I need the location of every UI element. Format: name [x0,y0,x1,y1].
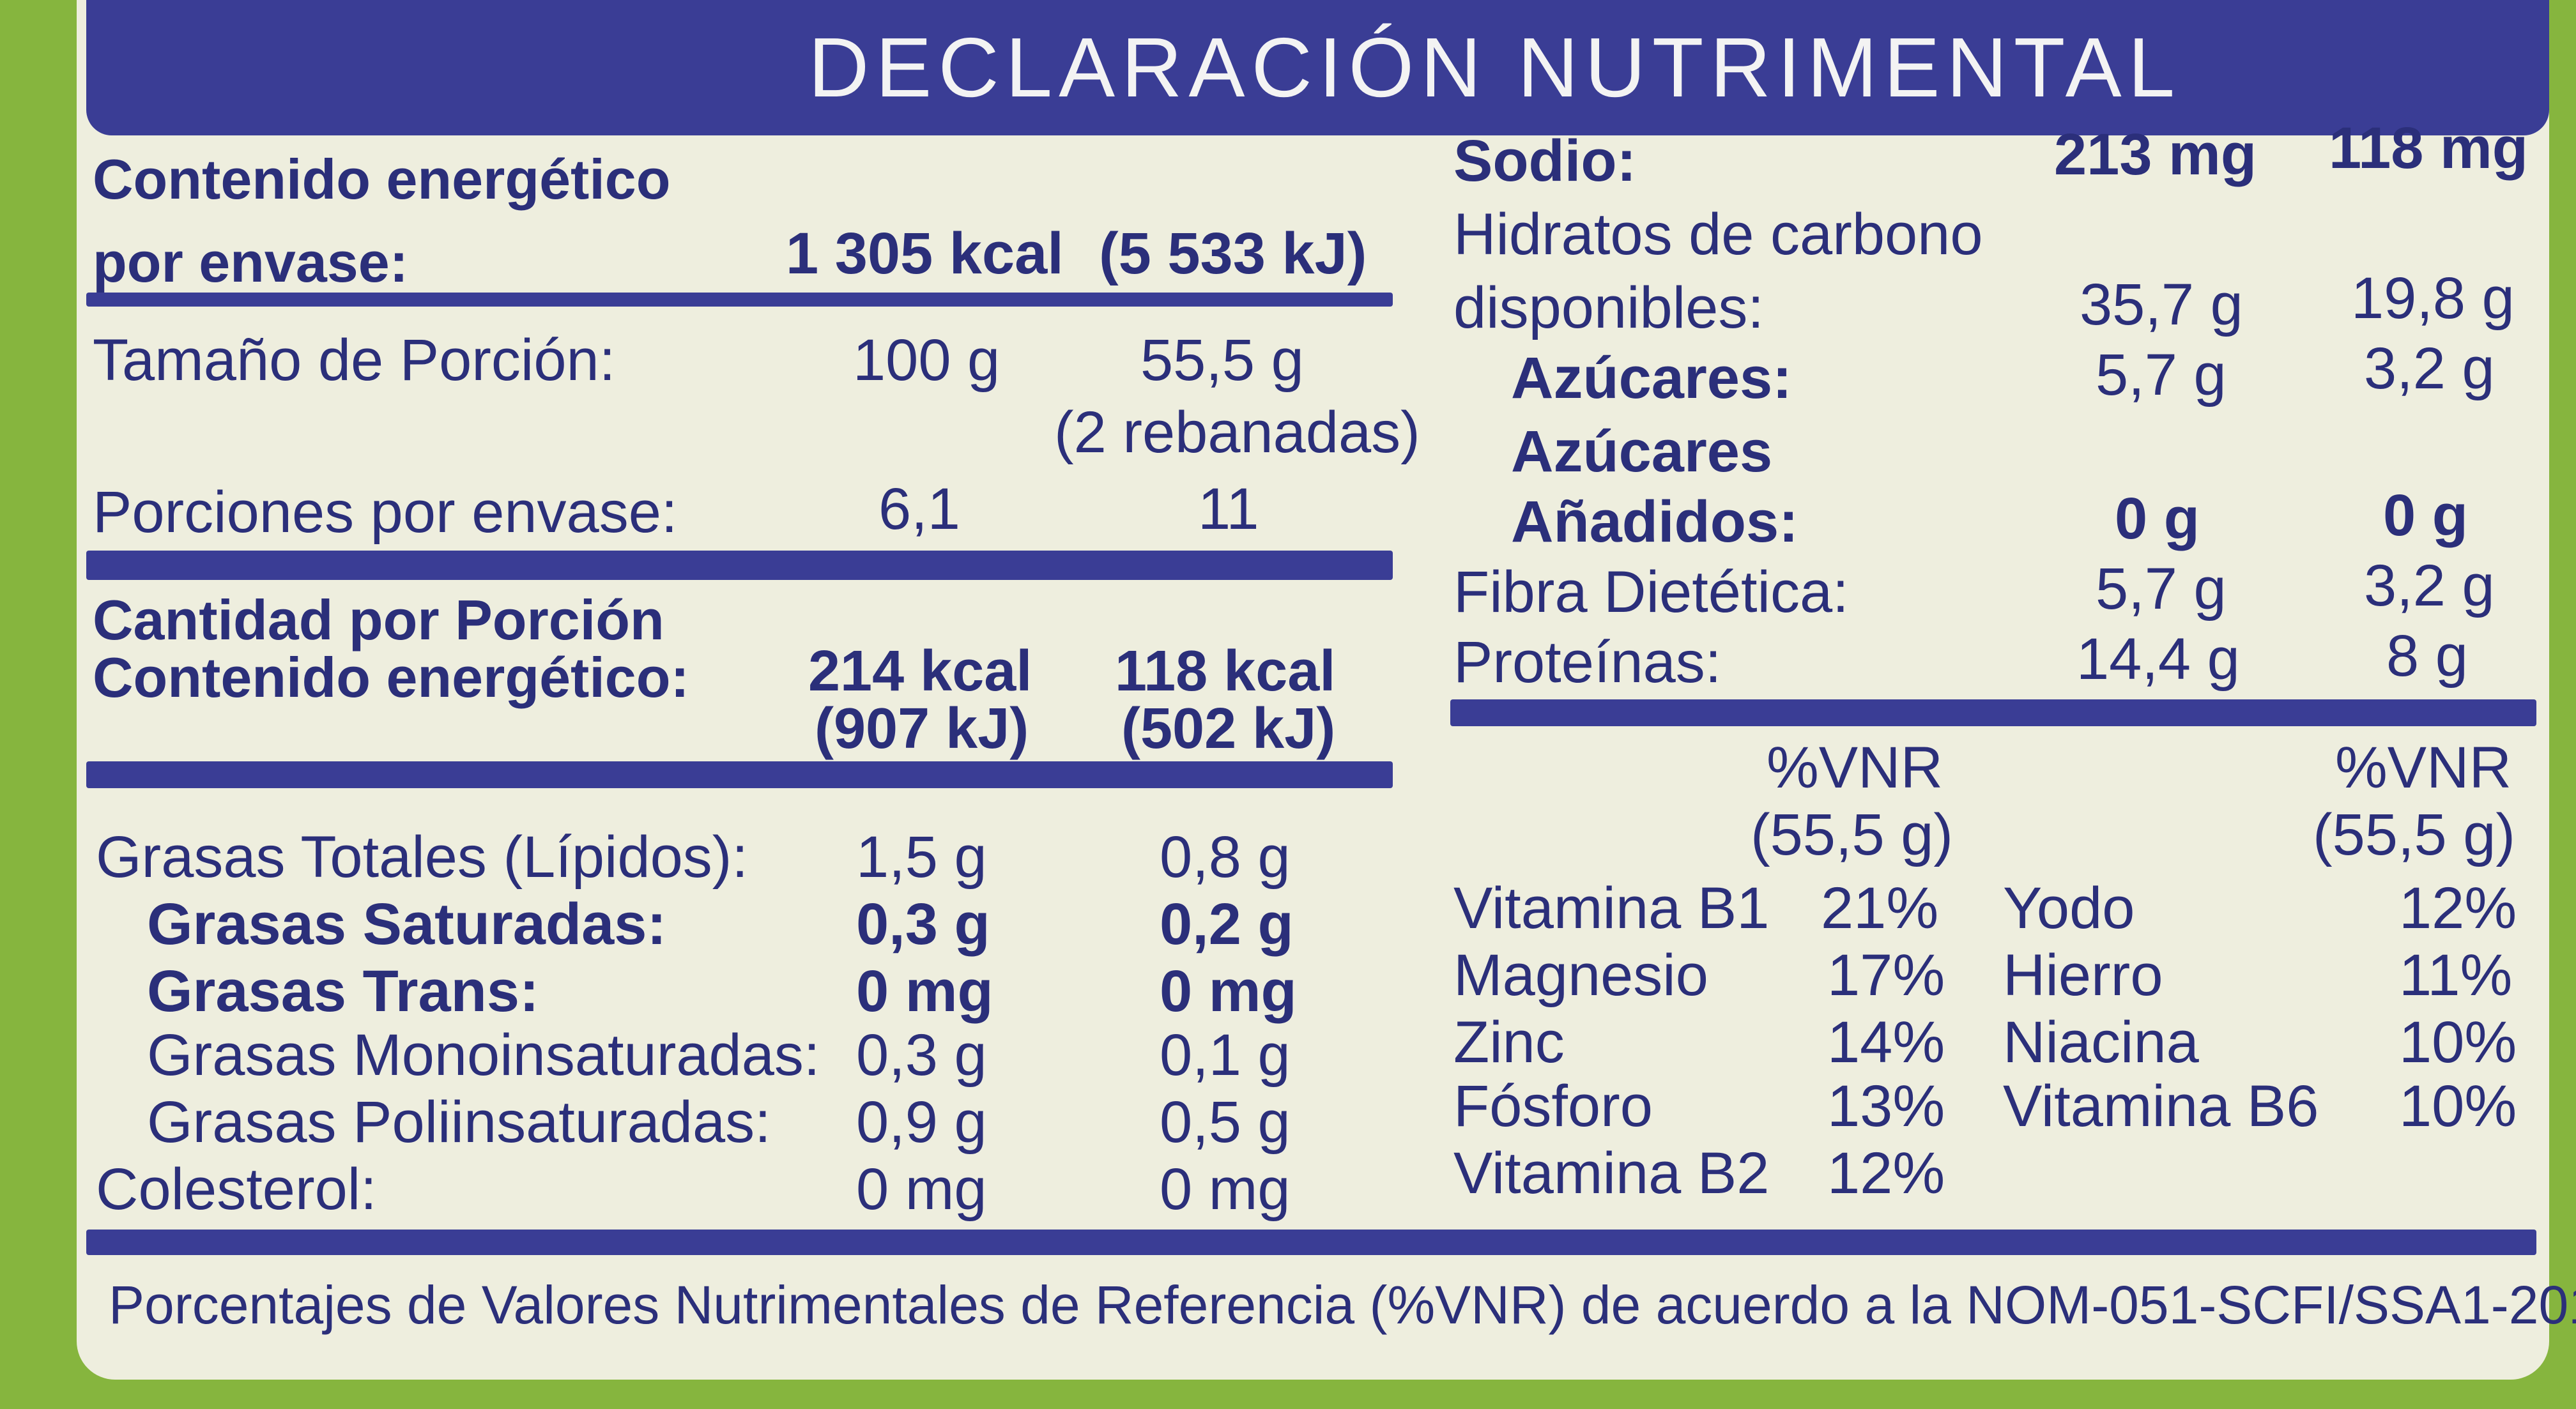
protein-label: Proteínas: [1453,630,1722,695]
divider-thick [86,551,1393,580]
vitamin-pct: 13% [1827,1074,1945,1139]
energy-100g-kj: (907 kJ) [815,697,1029,761]
vitamin-name: Hierro [2003,943,2163,1008]
fat-row-portion: 0,1 g [1160,1023,1291,1088]
page-title: DECLARACIÓN NUTRIMENTAL [808,20,2182,114]
vnr-subheader-right: (55,5 g) [2313,802,2516,867]
fiber-portion: 3,2 g [2364,553,2495,618]
footer-note: Porcentajes de Valores Nutrimentales de … [109,1275,2576,1335]
carbs-label-1: Hidratos de carbono [1453,202,1983,267]
protein-portion: 8 g [2386,623,2468,689]
vitamin-name: Fósforo [1453,1074,1653,1139]
fat-row-label: Grasas Totales (Lípidos): [96,825,748,890]
title-banner: DECLARACIÓN NUTRIMENTAL [86,0,2549,135]
sugars-portion: 3,2 g [2364,336,2495,401]
fat-row-portion: 0 mg [1160,959,1297,1024]
vitamin-pct: 11% [2399,943,2513,1008]
added-sugars-label-2: Añadidos: [1511,489,1798,554]
fat-row-100g: 0 mg [856,1157,987,1222]
carbs-label-2: disponibles: [1453,275,1764,340]
fat-row-100g: 0,9 g [856,1090,987,1155]
divider-thick [86,1230,2536,1255]
energy-package-kcal: 1 305 kcal [786,221,1064,286]
fat-row-portion: 0,2 g [1160,892,1294,957]
sodium-portion: 118 mg [2329,116,2528,181]
vitamin-name: Vitamina B6 [2003,1074,2319,1139]
vitamin-pct: 10% [2399,1010,2517,1075]
vitamin-pct: 10% [2399,1074,2517,1139]
servings-per-package-100g: 6,1 [878,476,960,542]
vitamin-pct: 17% [1827,943,1945,1008]
fiber-label: Fibra Dietética: [1453,560,1849,625]
fat-row-100g: 1,5 g [856,825,987,890]
divider-thick [1450,699,2536,726]
added-sugars-portion: 0 g [2383,483,2468,548]
vitamin-name: Vitamina B2 [1453,1141,1770,1206]
energy-100g-kcal: 214 kcal [808,639,1032,703]
vitamin-pct: 12% [1827,1141,1945,1206]
vnr-header-right: %VNR [2335,735,2512,800]
divider [86,293,1393,307]
vnr-header-left: %VNR [1767,735,1943,800]
vitamin-name: Vitamina B1 [1453,876,1770,941]
carbs-portion: 19,8 g [2351,266,2515,331]
servings-per-package-portion: 11 [1198,476,1259,542]
servings-per-package-label: Porciones por envase: [93,480,678,545]
energy-package-label-1: Contenido energético [93,148,671,211]
vitamin-name: Magnesio [1453,943,1708,1008]
fat-row-label: Grasas Poliinsaturadas: [147,1090,771,1155]
vitamin-pct: 12% [2399,876,2517,941]
serving-size-note: (2 rebanadas) [1054,400,1420,465]
divider-thick [86,761,1393,788]
serving-size-100g: 100 g [853,328,1000,393]
sugars-100g: 5,7 g [2096,342,2227,407]
fat-row-100g: 0,3 g [856,1023,987,1088]
fat-row-label: Colesterol: [96,1157,377,1222]
fat-row-label: Grasas Monoinsaturadas: [147,1023,820,1088]
amount-per-serving-label: Cantidad por Porción [93,588,664,651]
fat-row-label: Grasas Trans: [147,959,539,1024]
fat-row-label: Grasas Saturadas: [147,892,667,957]
serving-size-portion: 55,5 g [1140,328,1304,393]
fiber-100g: 5,7 g [2096,556,2227,621]
energy-portion-kj: (502 kJ) [1121,697,1336,761]
protein-100g: 14,4 g [2076,627,2240,692]
vitamin-name: Yodo [2003,876,2135,941]
vnr-subheader-left: (55,5 g) [1751,802,1954,867]
fat-row-100g: 0,3 g [856,892,990,957]
vitamin-pct: 21% [1821,876,1939,941]
sodium-100g: 213 mg [2054,122,2257,187]
vitamin-name: Niacina [2003,1010,2199,1075]
fat-row-portion: 0 mg [1160,1157,1291,1222]
sodium-label: Sodio: [1453,128,1637,194]
energy-package-label-2: por envase: [93,231,408,294]
serving-size-label: Tamaño de Porción: [93,328,616,393]
energy-package-kj: (5 533 kJ) [1099,221,1367,286]
energy-portion-kcal: 118 kcal [1115,639,1336,703]
fat-row-100g: 0 mg [856,959,993,1024]
carbs-100g: 35,7 g [2080,272,2243,337]
vitamin-name: Zinc [1453,1010,1565,1075]
added-sugars-100g: 0 g [2115,486,2200,551]
sugars-label: Azúcares: [1511,346,1792,411]
vitamin-pct: 14% [1827,1010,1945,1075]
added-sugars-label-1: Azúcares [1511,419,1773,484]
fat-row-portion: 0,8 g [1160,825,1291,890]
energy-content-label: Contenido energético: [93,646,689,709]
fat-row-portion: 0,5 g [1160,1090,1291,1155]
label-panel [77,0,2549,1380]
